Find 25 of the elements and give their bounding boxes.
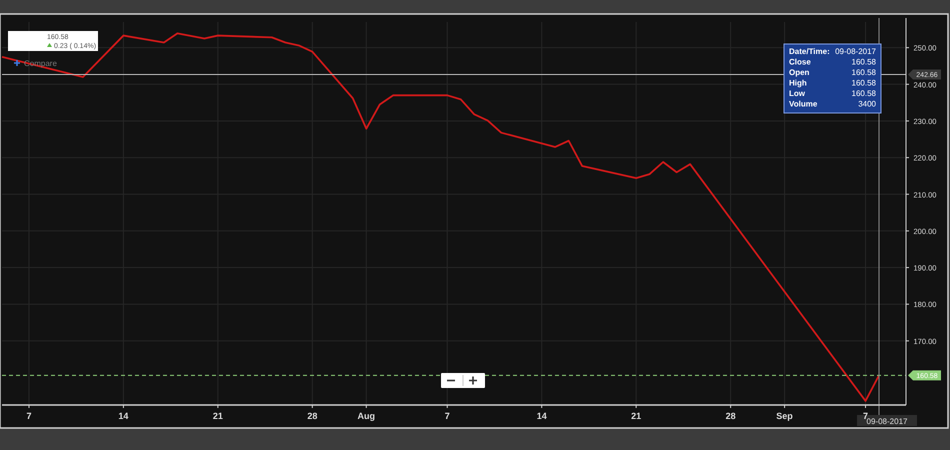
line-series <box>1 32 880 402</box>
annotation: High <box>789 78 807 88</box>
annotation: 160.58 <box>852 68 877 77</box>
annotation: Date/Time: <box>789 47 830 56</box>
x-tick-label: 21 <box>631 411 642 421</box>
x-tick-label: Aug <box>358 411 376 421</box>
x-tick-label: Sep <box>776 411 794 421</box>
x-tick-label: 21 <box>212 411 223 421</box>
x-tick-label: 7 <box>863 411 868 421</box>
x-tick-label: 28 <box>307 411 318 421</box>
annotation: Close <box>789 58 812 66</box>
x-tick-label: 7 <box>26 411 32 421</box>
annotation: 09-08-2017 <box>835 47 877 56</box>
x-tick-label: 7 <box>444 411 450 421</box>
annotation: 3400 <box>858 100 877 108</box>
annotation: Open <box>789 68 810 77</box>
x-tick-label: 28 <box>726 411 736 421</box>
annotation: 160.58 <box>852 89 877 98</box>
x-tick-label: 14 <box>536 411 547 421</box>
annotation: 160.58 <box>852 78 877 88</box>
annotation: Low <box>789 89 806 98</box>
ref-line-label: 09-08-2017 <box>866 417 908 426</box>
annotation: Volume <box>789 100 818 108</box>
annotation: 160.58 <box>852 58 877 66</box>
x-tick-label: 14 <box>118 411 128 421</box>
